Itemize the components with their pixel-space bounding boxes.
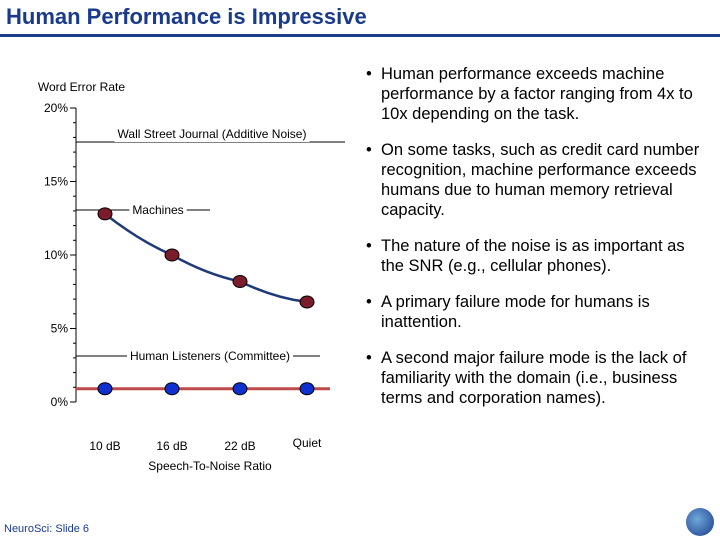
bullet-dot: •	[366, 141, 372, 159]
y-tick-label: 5%	[51, 322, 69, 336]
label-background	[126, 348, 294, 364]
slide-footer: NeuroSci: Slide 6	[4, 523, 89, 535]
bullet-dot: •	[366, 65, 372, 83]
x-tick-label: Quiet	[293, 436, 322, 450]
bullet-item: • The nature of the noise is as important…	[366, 236, 711, 276]
bullet-item: • A primary failure mode for humans is in…	[366, 292, 711, 332]
bullet-list: • Human performance exceeds machine perfo…	[366, 64, 711, 424]
y-tick-label: 15%	[44, 175, 68, 189]
x-tick-label: 10 dB	[89, 439, 120, 453]
data-point	[164, 248, 180, 262]
bullet-item: • A second major failure mode is the lack…	[366, 348, 711, 408]
bullet-text: On some tasks, such as credit card numbe…	[381, 141, 700, 219]
series-label: Human Listeners (Committee)	[130, 349, 290, 363]
y-tick-label: 0%	[51, 395, 69, 409]
bullet-dot: •	[366, 237, 372, 255]
word-error-rate-chart: Word Error Rate Speech-To-Noise Ratio Wa…	[38, 80, 345, 473]
data-point	[164, 382, 180, 396]
y-tick-label: 20%	[44, 101, 68, 115]
bullet-dot: •	[366, 293, 372, 311]
bullet-dot: •	[366, 349, 372, 367]
bullet-text: A primary failure mode for humans is ina…	[381, 293, 650, 331]
data-point	[97, 382, 113, 396]
chart-title: Wall Street Journal (Additive Noise)	[118, 127, 307, 141]
slide-title: Human Performance is Impressive	[6, 4, 367, 29]
series-label: Machines	[132, 203, 183, 217]
y-tick-label: 10%	[44, 248, 68, 262]
series-layer	[76, 207, 330, 396]
label-background	[129, 202, 187, 218]
bullet-text: A second major failure mode is the lack …	[381, 349, 687, 407]
bullet-text: Human performance exceeds machine perfor…	[381, 65, 693, 123]
callouts: Wall Street Journal (Additive Noise) Mach…	[76, 126, 345, 364]
bullet-text: The nature of the noise is as important …	[381, 237, 685, 275]
data-point	[299, 382, 315, 396]
tick-labels: 20% 15% 10% 5% 0% 10 dB 16 dB 22 dB Quiet	[44, 101, 322, 453]
axes	[70, 107, 77, 403]
data-point	[232, 274, 248, 288]
title-divider	[0, 34, 720, 37]
label-background	[114, 126, 310, 142]
bullet-item: • Human performance exceeds machine perfo…	[366, 64, 711, 124]
x-axis-label: Speech-To-Noise Ratio	[148, 459, 272, 473]
bullet-item: • On some tasks, such as credit card numb…	[366, 140, 711, 220]
data-point	[299, 295, 315, 309]
x-tick-label: 22 dB	[224, 439, 255, 453]
x-tick-label: 16 dB	[156, 439, 187, 453]
data-point	[232, 382, 248, 396]
brain-logo-icon	[686, 508, 714, 536]
data-point	[97, 207, 113, 221]
series-line-machines	[104, 212, 308, 304]
y-axis-label: Word Error Rate	[38, 80, 125, 94]
